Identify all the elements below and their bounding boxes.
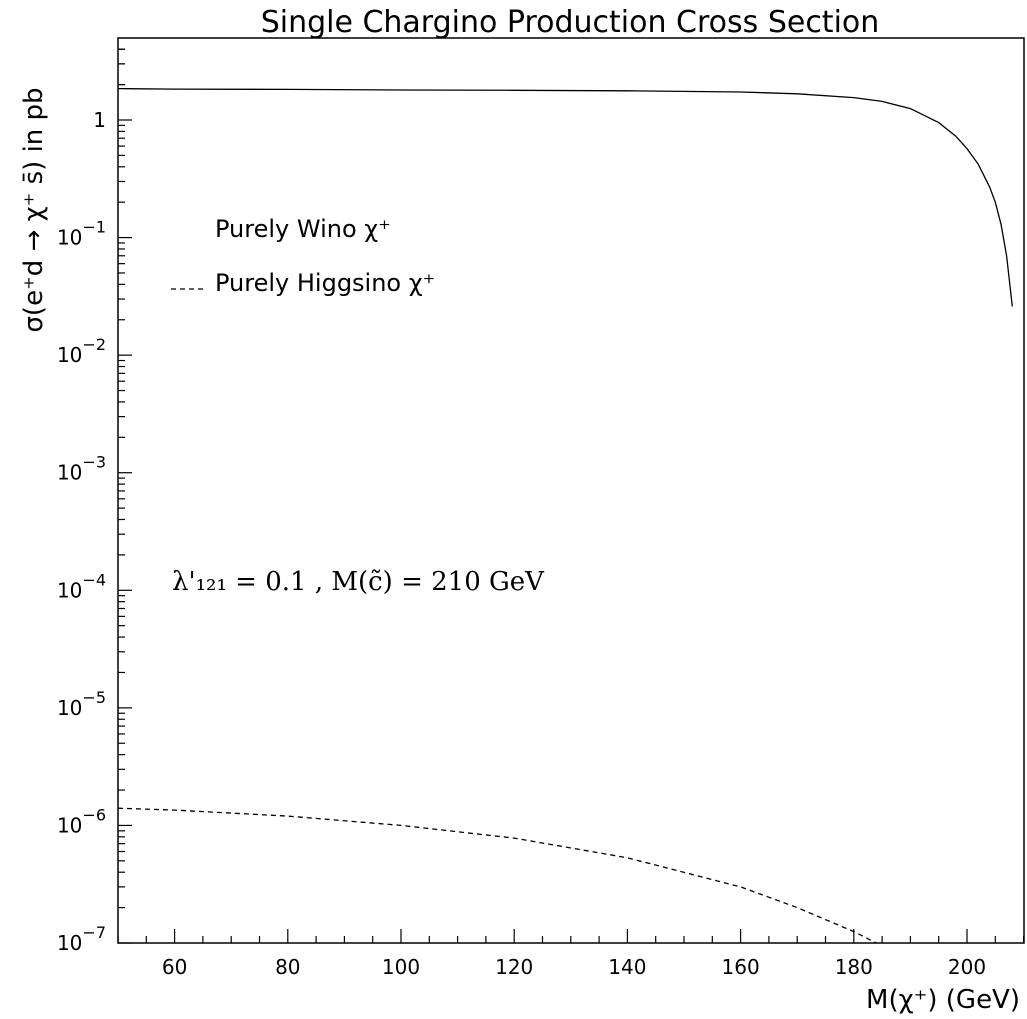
x-tick-label: 160 [722, 955, 760, 979]
y-tick-label: 10−6 [57, 805, 106, 837]
x-tick-label: 80 [275, 955, 300, 979]
legend-label-higgsino: Purely Higgsino χ⁺ [215, 269, 435, 297]
x-tick-label: 180 [835, 955, 873, 979]
series-line-higgsino [117, 807, 877, 944]
x-axis-tick-labels: 60 80 100 120 140 160 180 200 [162, 955, 986, 979]
x-tick-label: 60 [162, 955, 187, 979]
y-axis-title: σ(e⁺d → χ⁺ s̄) in pb [19, 87, 49, 332]
y-tick-label: 10−7 [57, 923, 106, 955]
x-tick-label: 120 [495, 955, 533, 979]
parameter-annotation: λ'₁₂₁ = 0.1 , M(c̃) = 210 GeV [172, 567, 545, 597]
x-axis-title: M(χ⁺) (GeV) [866, 985, 1020, 1015]
x-tick-label: 140 [608, 955, 646, 979]
y-tick-label: 10−4 [57, 570, 106, 602]
chart-title: Single Chargino Production Cross Section [261, 5, 880, 40]
y-tick-label: 1 [93, 108, 106, 132]
x-tick-label: 100 [382, 955, 420, 979]
y-tick-label: 10−3 [57, 453, 106, 485]
series-line-wino [117, 87, 1013, 307]
y-axis-tick-labels: 1 10−1 10−2 10−3 10−4 10−5 10−6 10−7 [57, 108, 106, 955]
y-tick-label: 10−5 [57, 688, 106, 720]
y-tick-label: 10−2 [57, 335, 106, 367]
series-layer [117, 87, 1013, 944]
x-tick-label: 200 [948, 955, 986, 979]
y-tick-label: 10−1 [57, 218, 106, 250]
legend-label-wino: Purely Wino χ⁺ [215, 215, 391, 243]
x-axis-ticks [117, 929, 1025, 943]
plot-frame [117, 37, 1025, 944]
y-axis-ticks [118, 48, 132, 944]
legend: Purely Wino χ⁺ Purely Higgsino χ⁺ [171, 215, 435, 297]
